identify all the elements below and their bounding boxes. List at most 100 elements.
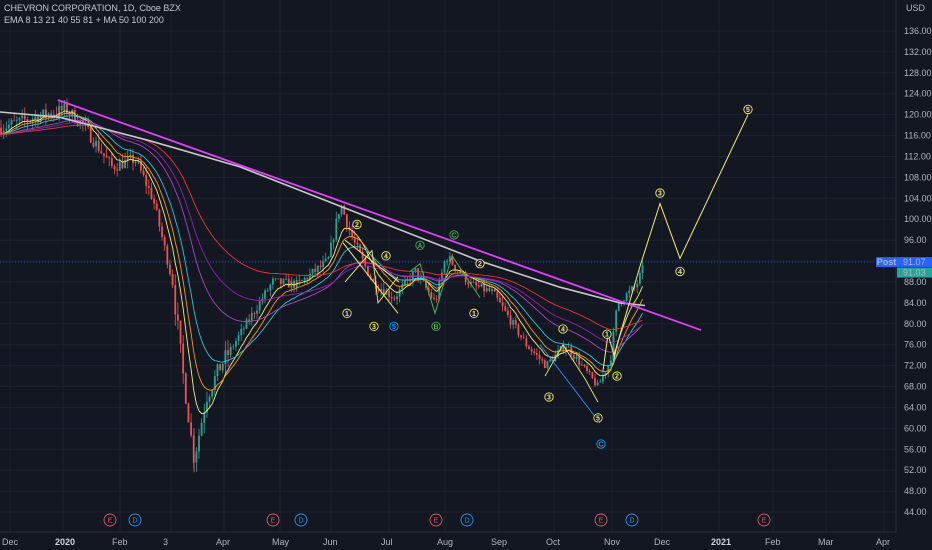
time-tick-label: 2020 (55, 537, 75, 547)
candle-body (227, 350, 229, 355)
candle-body (155, 203, 158, 210)
wave-label-circle (655, 188, 665, 198)
candle-body (118, 161, 121, 171)
post-price: 91.07 (903, 257, 926, 267)
candle-body (195, 451, 198, 463)
candle-body (211, 390, 214, 397)
earnings-marker (594, 513, 608, 527)
candlestick-series (0, 98, 644, 473)
candle-body (638, 272, 641, 284)
post-badge (876, 257, 897, 268)
candle-body (475, 281, 478, 286)
time-axis[interactable]: Dec 2020 Feb 3 Apr May Jun Jul Aug Sep Oct Nov Dec 20… (0, 531, 932, 547)
price-tick-label: 132.00 (904, 47, 932, 57)
time-tick-label: Sep (491, 537, 507, 547)
event-marker-label: D (464, 518, 469, 525)
price-tick-label: 104.00 (904, 193, 932, 203)
candle-body (612, 331, 615, 361)
candle-body (536, 353, 538, 355)
candle-body (433, 297, 435, 299)
candle-body (338, 214, 340, 219)
candle-body (113, 166, 116, 170)
candle-body (232, 346, 235, 348)
time-tick-label: Dec (2, 537, 19, 547)
candle-body (625, 293, 628, 301)
wave-label-circle (544, 392, 554, 402)
candle-body (221, 363, 224, 371)
ema-8-line (0, 110, 643, 414)
candle-body (158, 209, 161, 227)
wedge-line (344, 239, 400, 283)
candle-body (594, 378, 596, 386)
wave-label: 5 (392, 324, 396, 331)
candle-body (549, 359, 552, 362)
candle-body (31, 118, 34, 122)
candle-body (92, 142, 95, 147)
price-tick-label: 108.00 (904, 172, 932, 182)
candle-body (607, 365, 610, 373)
candle-body (245, 319, 248, 329)
wave-label-circle (415, 240, 425, 251)
time-tick-label: Aug (437, 537, 453, 547)
wave-label-circle (369, 321, 379, 332)
candle-body (332, 239, 335, 243)
price-axis[interactable]: 44.00 48.00 52.00 56.00 60.00 64.00 68.00 72.00… (876, 0, 932, 550)
candle-body (145, 175, 148, 186)
price-tick-label: 56.00 (904, 444, 927, 454)
candle-body (198, 435, 200, 452)
wave-label: 2 (615, 374, 619, 381)
candle-body (604, 372, 607, 376)
candle-body (580, 364, 583, 366)
candle-body (520, 335, 522, 338)
time-tick-label: 2021 (711, 537, 731, 547)
candle-body (235, 340, 237, 347)
candle-body (530, 349, 533, 352)
candle-body (464, 272, 467, 283)
candle-body (543, 360, 546, 369)
candle-body (641, 265, 644, 273)
candle-body (615, 310, 618, 332)
candle-body (567, 346, 570, 348)
candle-body (52, 114, 55, 117)
candle-body (153, 198, 156, 204)
candle-body (95, 140, 97, 147)
indicators-legend[interactable]: EMA 8 13 21 40 55 81 + MA 50 100 200 (4, 15, 164, 25)
time-tick-label: 3 (163, 537, 168, 547)
candle-body (493, 289, 496, 292)
candle-body (372, 279, 375, 281)
ema-55-line (0, 122, 643, 344)
candle-body (242, 328, 245, 330)
price-tick-label: 96.00 (904, 235, 927, 245)
candle-body (430, 292, 433, 298)
candle-body (272, 278, 274, 285)
event-marker-label: E (108, 518, 113, 525)
candle-body (206, 401, 208, 413)
candle-body (237, 335, 240, 341)
candle-body (316, 265, 319, 272)
abc-path (409, 254, 481, 316)
candle-body (609, 360, 612, 366)
time-tick-label: Oct (546, 537, 561, 547)
candle-body (303, 278, 306, 281)
candle-body (47, 113, 50, 117)
candle-body (2, 130, 5, 135)
candle-body (562, 346, 565, 352)
candle-body (454, 264, 456, 270)
wave-label-circle (593, 413, 603, 423)
candle-body (126, 156, 129, 161)
candle-body (269, 284, 272, 291)
wave-label-circle (743, 104, 753, 115)
candle-body (174, 285, 177, 315)
event-marker-label: D (298, 518, 303, 525)
candle-body (636, 283, 639, 288)
candle-body (578, 356, 581, 366)
price-tick-label: 44.00 (904, 507, 927, 517)
candle-body (150, 187, 153, 199)
wave-label: 2 (355, 222, 359, 229)
candle-body (15, 120, 18, 122)
candle-body (533, 351, 536, 354)
candle-body (176, 314, 179, 321)
wave-label: 5 (596, 415, 600, 422)
candle-body (44, 109, 47, 117)
